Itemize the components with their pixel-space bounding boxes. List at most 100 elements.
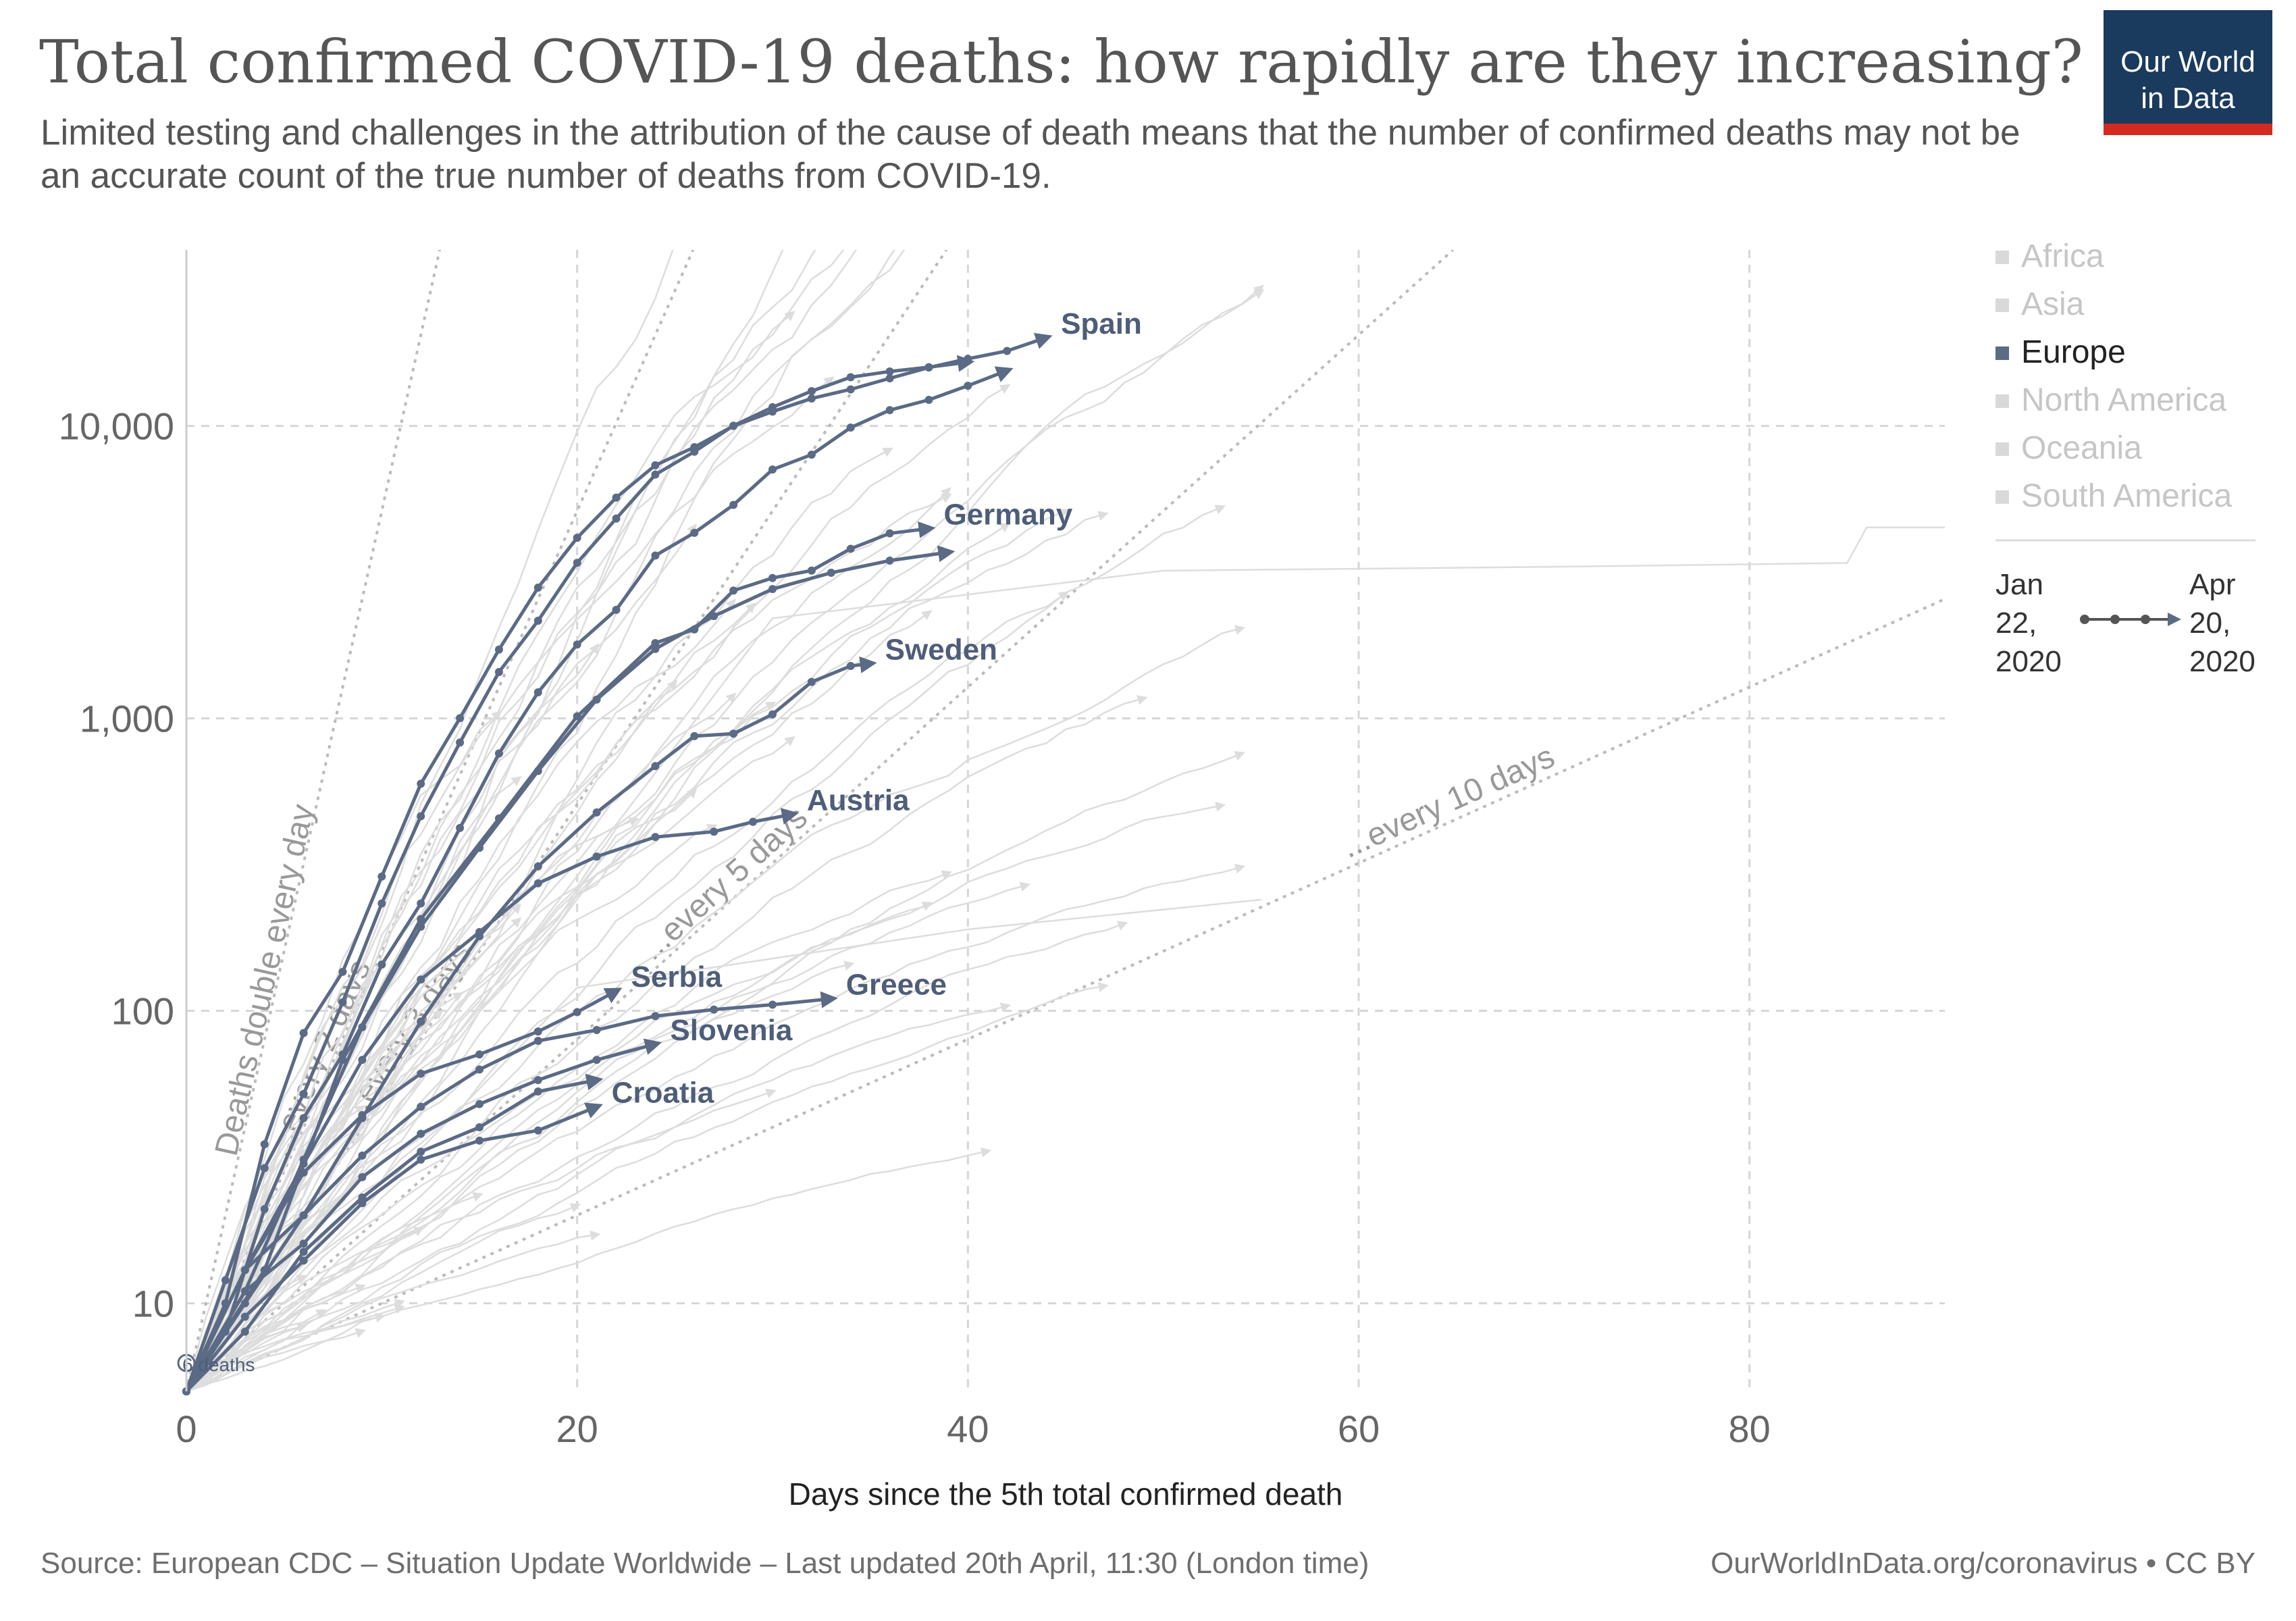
data-point[interactable] (885, 406, 894, 415)
data-point[interactable] (592, 695, 601, 704)
series-slovenia[interactable]: Slovenia (182, 1014, 793, 1395)
timeline-handle[interactable] (2080, 615, 2089, 624)
data-point[interactable] (533, 584, 542, 592)
data-point[interactable] (533, 688, 542, 697)
data-point[interactable] (417, 779, 425, 788)
legend-item-asia[interactable]: Asia (1995, 286, 2085, 322)
owid-logo[interactable]: Our World in Data (2104, 10, 2272, 135)
data-point[interactable] (417, 923, 425, 931)
data-point[interactable] (358, 1193, 367, 1202)
data-point[interactable] (729, 729, 738, 738)
series-line[interactable] (184, 366, 1014, 1393)
data-point[interactable] (240, 1299, 249, 1308)
data-point[interactable] (533, 1036, 542, 1045)
data-point[interactable] (240, 1266, 249, 1275)
data-point[interactable] (533, 879, 542, 887)
data-point[interactable] (729, 586, 738, 595)
data-point[interactable] (1003, 346, 1012, 355)
data-point[interactable] (924, 363, 933, 371)
data-point[interactable] (358, 1151, 367, 1160)
data-point[interactable] (846, 662, 855, 671)
data-point[interactable] (533, 1027, 542, 1036)
timeline-end-label[interactable]: Apr (2189, 568, 2235, 601)
data-point[interactable] (592, 1026, 601, 1035)
data-point[interactable] (299, 1256, 308, 1265)
data-point[interactable] (592, 808, 601, 817)
data-point[interactable] (417, 1069, 425, 1078)
data-point[interactable] (417, 975, 425, 984)
data-point[interactable] (651, 833, 660, 842)
data-point[interactable] (417, 915, 425, 923)
data-point[interactable] (358, 1056, 367, 1064)
data-point[interactable] (885, 529, 894, 538)
data-point[interactable] (240, 1287, 249, 1295)
series-line[interactable] (184, 545, 956, 1393)
data-point[interactable] (768, 1000, 777, 1009)
data-point[interactable] (768, 573, 777, 582)
series-greece[interactable]: Greece (182, 969, 947, 1395)
data-point[interactable] (475, 1123, 484, 1131)
data-point[interactable] (729, 500, 738, 509)
data-point[interactable] (827, 569, 835, 577)
data-point[interactable] (377, 899, 386, 908)
data-point[interactable] (533, 1126, 542, 1135)
data-point[interactable] (846, 385, 855, 394)
data-point[interactable] (475, 1065, 484, 1074)
series-unlabeled[interactable] (182, 366, 1014, 1395)
data-point[interactable] (417, 1102, 425, 1111)
data-point[interactable] (710, 827, 719, 836)
data-point[interactable] (240, 1327, 249, 1336)
timeline-start-label[interactable]: Jan (1995, 568, 2043, 601)
data-point[interactable] (885, 374, 894, 383)
series-line[interactable] (184, 991, 838, 1393)
data-point[interactable] (710, 1005, 719, 1014)
data-point[interactable] (533, 862, 542, 871)
data-point[interactable] (690, 731, 699, 740)
series-sweden[interactable]: Sweden (182, 633, 997, 1395)
data-point[interactable] (533, 767, 542, 775)
data-point[interactable] (533, 1087, 542, 1096)
data-point[interactable] (417, 1017, 425, 1026)
data-point[interactable] (358, 1111, 367, 1120)
data-point[interactable] (299, 1211, 308, 1220)
data-point[interactable] (807, 566, 816, 575)
data-point[interactable] (338, 1056, 347, 1064)
data-point[interactable] (456, 738, 465, 747)
timeline-start-label[interactable]: 2020 (1995, 645, 2062, 678)
legend-item-europe[interactable]: Europe (1995, 334, 2126, 370)
data-point[interactable] (651, 639, 660, 648)
data-point[interactable] (299, 1168, 308, 1177)
legend-item-oceania[interactable]: Oceania (1995, 430, 2142, 466)
series-serbia[interactable]: Serbia (182, 960, 723, 1395)
data-point[interactable] (846, 544, 855, 553)
data-point[interactable] (417, 1129, 425, 1138)
data-point[interactable] (573, 1008, 581, 1017)
timeline-start-label[interactable]: 22, (1995, 607, 2037, 640)
timeline-handle[interactable] (2110, 615, 2120, 624)
data-point[interactable] (417, 1155, 425, 1164)
data-point[interactable] (592, 1056, 601, 1064)
timeline-end-label[interactable]: 2020 (2189, 645, 2255, 678)
data-point[interactable] (885, 367, 894, 376)
data-point[interactable] (612, 493, 621, 502)
timeline-end-label[interactable]: 20, (2189, 607, 2230, 640)
data-point[interactable] (749, 817, 758, 826)
timeline-handle[interactable] (2141, 615, 2150, 624)
data-point[interactable] (260, 1164, 269, 1173)
data-point[interactable] (885, 556, 894, 565)
data-point[interactable] (768, 403, 777, 411)
legend-item-north-america[interactable]: North America (1995, 382, 2226, 418)
data-point[interactable] (924, 395, 933, 404)
data-point[interactable] (710, 612, 719, 621)
series-unlabeled[interactable] (182, 1073, 604, 1395)
data-point[interactable] (475, 844, 484, 852)
data-point[interactable] (592, 852, 601, 861)
data-point[interactable] (475, 1136, 484, 1145)
data-point[interactable] (299, 1239, 308, 1248)
data-point[interactable] (456, 823, 465, 832)
data-point[interactable] (417, 899, 425, 908)
data-point[interactable] (299, 1089, 308, 1098)
data-point[interactable] (494, 667, 503, 676)
data-point[interactable] (377, 960, 386, 969)
legend-item-africa[interactable]: Africa (1995, 238, 2104, 274)
